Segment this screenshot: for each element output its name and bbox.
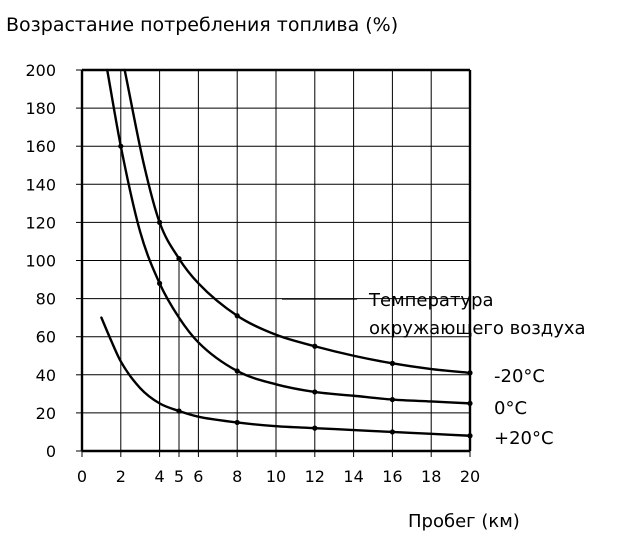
x-axis-label: Пробег (км)	[408, 511, 520, 532]
x-tick-label: 12	[305, 467, 325, 486]
x-tick-label: 14	[343, 467, 363, 486]
y-tick-label: 40	[36, 366, 56, 385]
series-point	[467, 370, 473, 376]
y-tick-label: 60	[36, 328, 56, 347]
y-tick-label: 180	[25, 99, 56, 118]
x-tick-label: 18	[421, 467, 441, 486]
y-tick-label: 80	[36, 290, 56, 309]
series-point	[176, 255, 182, 262]
series-point	[389, 360, 395, 366]
series-point	[467, 433, 473, 439]
chart-title: Возрастание потребления топлива (%)	[6, 14, 398, 36]
y-tick-label: 200	[25, 61, 56, 80]
y-tick-label: 160	[25, 137, 56, 156]
y-tick-label: 100	[25, 252, 56, 271]
series-point	[389, 396, 395, 403]
y-tick-label: 140	[25, 175, 56, 194]
x-tick-label: 16	[382, 467, 402, 486]
x-tick-label: 0	[77, 467, 87, 486]
series-label: +20°C	[494, 428, 554, 449]
y-tick-label: 120	[25, 213, 56, 232]
y-tick-label: 0	[46, 442, 56, 461]
series-lines	[100, 68, 472, 437]
x-tick-label: 20	[460, 467, 480, 486]
series-labels: -20°C 0°C +20°C	[494, 366, 554, 449]
series-point	[176, 408, 182, 414]
series-label: 0°C	[494, 398, 527, 419]
x-tick-label: 6	[193, 467, 203, 486]
x-tick-label: 5	[174, 467, 184, 486]
axes	[76, 68, 472, 457]
reference-lines	[82, 260, 180, 451]
x-tick-labels: 0 2 4 5 6 8 10 12 14 16 18 20	[77, 467, 480, 486]
x-tick-label: 4	[155, 467, 165, 486]
series-point	[389, 429, 395, 435]
series-point	[157, 219, 163, 225]
legend-title-line-1: Температура	[368, 290, 494, 311]
x-tick-label: 10	[266, 467, 286, 486]
series-line	[100, 316, 472, 437]
grid	[82, 70, 470, 451]
series-point	[234, 313, 240, 319]
series-point	[118, 143, 124, 149]
series-label: -20°C	[494, 366, 545, 387]
series-point	[234, 368, 240, 374]
series-line	[106, 68, 472, 405]
series-point	[467, 400, 473, 406]
series-markers	[118, 143, 473, 439]
series-point	[312, 425, 318, 431]
x-tick-label: 2	[116, 467, 126, 486]
series-point	[234, 419, 240, 426]
series-point	[312, 389, 318, 395]
series-point	[312, 343, 318, 349]
x-tick-label: 8	[232, 467, 242, 486]
series-point	[157, 280, 163, 286]
y-tick-label: 20	[36, 404, 56, 423]
legend-title-line-2: окружающего воздуха	[369, 318, 586, 339]
